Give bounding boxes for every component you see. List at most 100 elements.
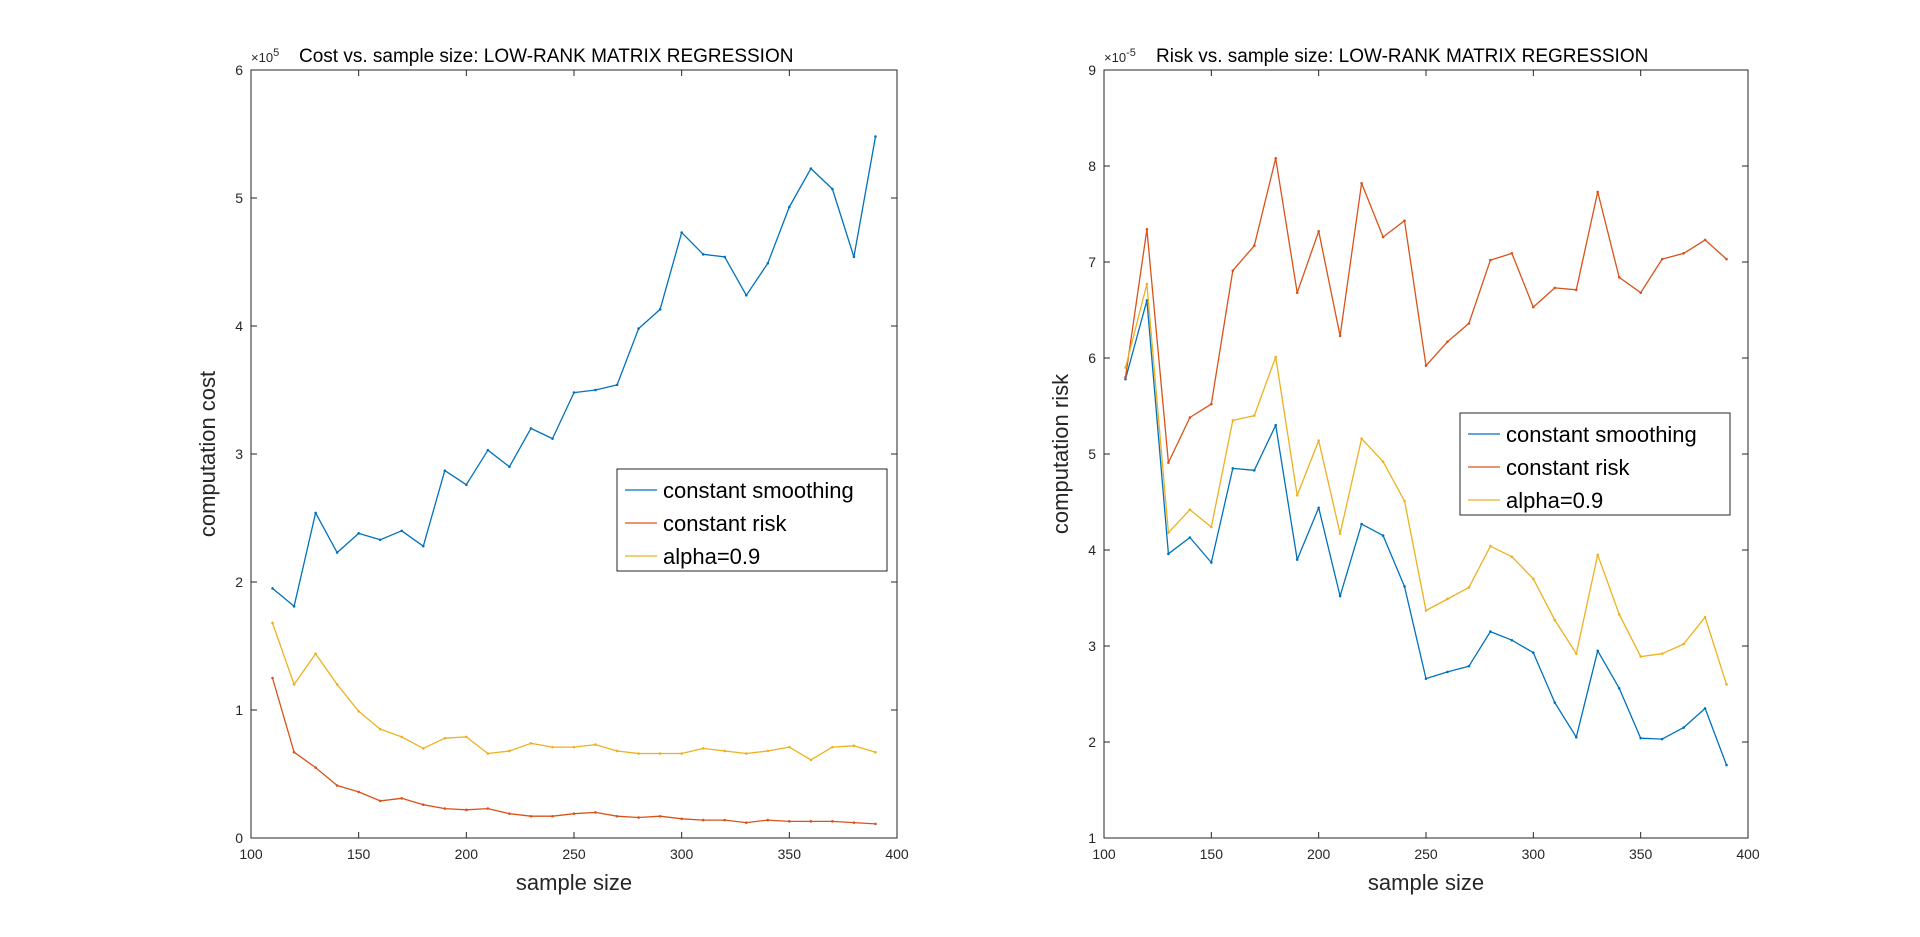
data-point bbox=[1424, 609, 1428, 612]
data-point bbox=[1424, 677, 1428, 680]
data-point bbox=[831, 745, 834, 749]
data-point bbox=[615, 749, 619, 753]
data-point bbox=[1252, 414, 1256, 417]
data-point bbox=[1403, 219, 1406, 223]
chart-title: Cost vs. sample size: LOW-RANK MATRIX RE… bbox=[299, 46, 793, 67]
data-point bbox=[1274, 157, 1278, 160]
x-tick-label: 350 bbox=[778, 846, 802, 862]
data-point bbox=[1360, 522, 1363, 526]
data-point bbox=[1124, 366, 1127, 369]
data-point bbox=[723, 818, 727, 822]
data-point bbox=[1317, 229, 1320, 233]
y-tick-label: 4 bbox=[1088, 542, 1096, 558]
data-point bbox=[271, 621, 274, 625]
data-point bbox=[1381, 235, 1385, 239]
series-2 bbox=[271, 621, 877, 762]
data-point bbox=[1274, 423, 1278, 427]
data-point bbox=[292, 750, 296, 754]
x-tick-label: 400 bbox=[1736, 846, 1760, 862]
data-point bbox=[551, 437, 554, 440]
data-point bbox=[852, 821, 856, 824]
data-point bbox=[1231, 467, 1235, 470]
data-point bbox=[1360, 181, 1363, 185]
data-point bbox=[1381, 534, 1385, 537]
data-point bbox=[766, 749, 770, 753]
data-point bbox=[529, 427, 533, 430]
legend: constant smoothing constant risk alpha=0.9 bbox=[616, 468, 888, 572]
data-point bbox=[400, 797, 404, 800]
data-point bbox=[1317, 506, 1320, 510]
series-1 bbox=[271, 676, 877, 826]
data-point bbox=[809, 820, 813, 823]
data-point bbox=[1295, 558, 1299, 561]
data-point bbox=[378, 799, 382, 803]
y-tick-label: 6 bbox=[1088, 350, 1096, 366]
data-point bbox=[1553, 286, 1557, 290]
data-point bbox=[637, 327, 640, 330]
data-point bbox=[1167, 531, 1170, 535]
data-point bbox=[1446, 670, 1449, 674]
y-tick-label: 7 bbox=[1088, 254, 1096, 270]
data-point bbox=[1553, 618, 1557, 622]
data-point bbox=[1682, 726, 1685, 729]
x-tick-label: 250 bbox=[562, 846, 586, 862]
data-point bbox=[335, 683, 339, 686]
data-point bbox=[1617, 276, 1621, 279]
data-point bbox=[874, 750, 877, 754]
x-axis-label: sample size bbox=[516, 870, 632, 895]
data-point bbox=[788, 820, 791, 823]
data-point bbox=[1489, 544, 1492, 548]
data-point bbox=[1532, 577, 1535, 581]
x-tick-label: 150 bbox=[1200, 846, 1224, 862]
data-point bbox=[1252, 469, 1256, 472]
y-tick-label: 6 bbox=[235, 62, 243, 78]
data-point bbox=[1381, 460, 1385, 463]
data-point bbox=[615, 383, 619, 387]
legend-entry: constant risk bbox=[663, 511, 787, 536]
y-tick-label: 3 bbox=[235, 446, 243, 462]
data-point bbox=[1660, 257, 1664, 261]
x-tick-label: 150 bbox=[347, 846, 371, 862]
chart-title: Risk vs. sample size: LOW-RANK MATRIX RE… bbox=[1156, 46, 1648, 67]
data-point bbox=[1167, 461, 1170, 464]
data-point bbox=[292, 683, 296, 686]
data-point bbox=[529, 741, 533, 745]
risk-chart: 100 150 200 250 300 350 400 1 2 3 4 5 6 7 8 9 ×10-5 Risk … bbox=[1048, 46, 1760, 895]
y-tick-label: 2 bbox=[1088, 734, 1096, 750]
data-point bbox=[1489, 630, 1492, 633]
data-point bbox=[1639, 736, 1642, 740]
x-tick-label: 400 bbox=[885, 846, 909, 862]
data-point bbox=[1510, 252, 1514, 255]
data-point bbox=[529, 814, 533, 818]
data-point bbox=[551, 814, 554, 818]
data-point bbox=[486, 807, 490, 810]
data-point bbox=[508, 465, 511, 469]
data-point bbox=[1467, 664, 1471, 668]
data-point bbox=[1725, 763, 1728, 767]
data-point bbox=[1424, 364, 1428, 367]
x-tick-label: 300 bbox=[1522, 846, 1546, 862]
data-point bbox=[1596, 649, 1600, 653]
data-point bbox=[1725, 683, 1728, 686]
x-tick-label: 100 bbox=[239, 846, 263, 862]
data-point bbox=[852, 744, 856, 748]
data-point bbox=[723, 255, 727, 259]
y-tick-label: 1 bbox=[1088, 830, 1096, 846]
data-point bbox=[594, 743, 597, 746]
data-point bbox=[637, 816, 640, 819]
x-tick-label: 200 bbox=[1307, 846, 1331, 862]
y-tick-label: 2 bbox=[235, 574, 243, 590]
data-point bbox=[292, 605, 296, 608]
data-point bbox=[357, 790, 360, 794]
y-exponent-base: ×10 bbox=[251, 50, 273, 65]
x-tick-label: 250 bbox=[1414, 846, 1438, 862]
x-tick-label: 350 bbox=[1629, 846, 1653, 862]
plot-area-frame bbox=[250, 69, 898, 839]
data-point bbox=[744, 821, 748, 824]
data-point bbox=[572, 745, 576, 749]
data-point bbox=[1467, 322, 1471, 325]
x-axis-label: sample size bbox=[1368, 870, 1484, 895]
y-exponent-label: ×105 bbox=[251, 47, 279, 65]
data-point bbox=[658, 308, 662, 311]
data-point bbox=[1295, 493, 1299, 497]
